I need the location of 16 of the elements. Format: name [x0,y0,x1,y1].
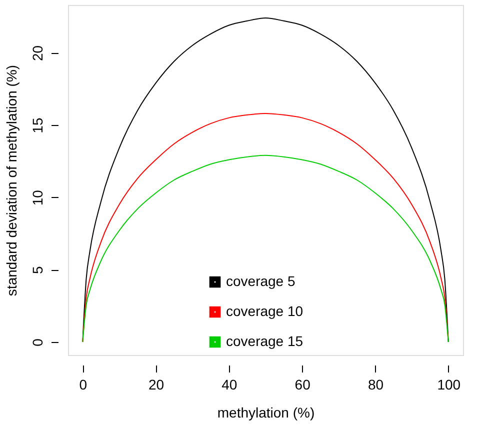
x-tick-label: 0 [79,376,88,392]
legend-label: coverage 15 [226,333,304,349]
x-tick-label: 20 [148,376,164,392]
legend-label: coverage 10 [226,303,304,319]
y-tick-label: 20 [30,45,46,62]
y-tick-label: 5 [30,266,46,274]
y-tick-label: 10 [30,190,46,206]
y-tick-label: 15 [30,118,46,134]
x-tick-label: 60 [294,376,311,392]
x-tick-label: 100 [437,376,461,392]
y-tick-label: 0 [30,338,46,346]
x-tick-label: 40 [222,376,238,392]
x-tick-label: 80 [368,376,384,392]
x-axis-title: methylation (%) [217,404,315,420]
legend-label: coverage 5 [226,273,296,289]
y-axis-title: standard deviation of methylation (%) [4,64,20,296]
